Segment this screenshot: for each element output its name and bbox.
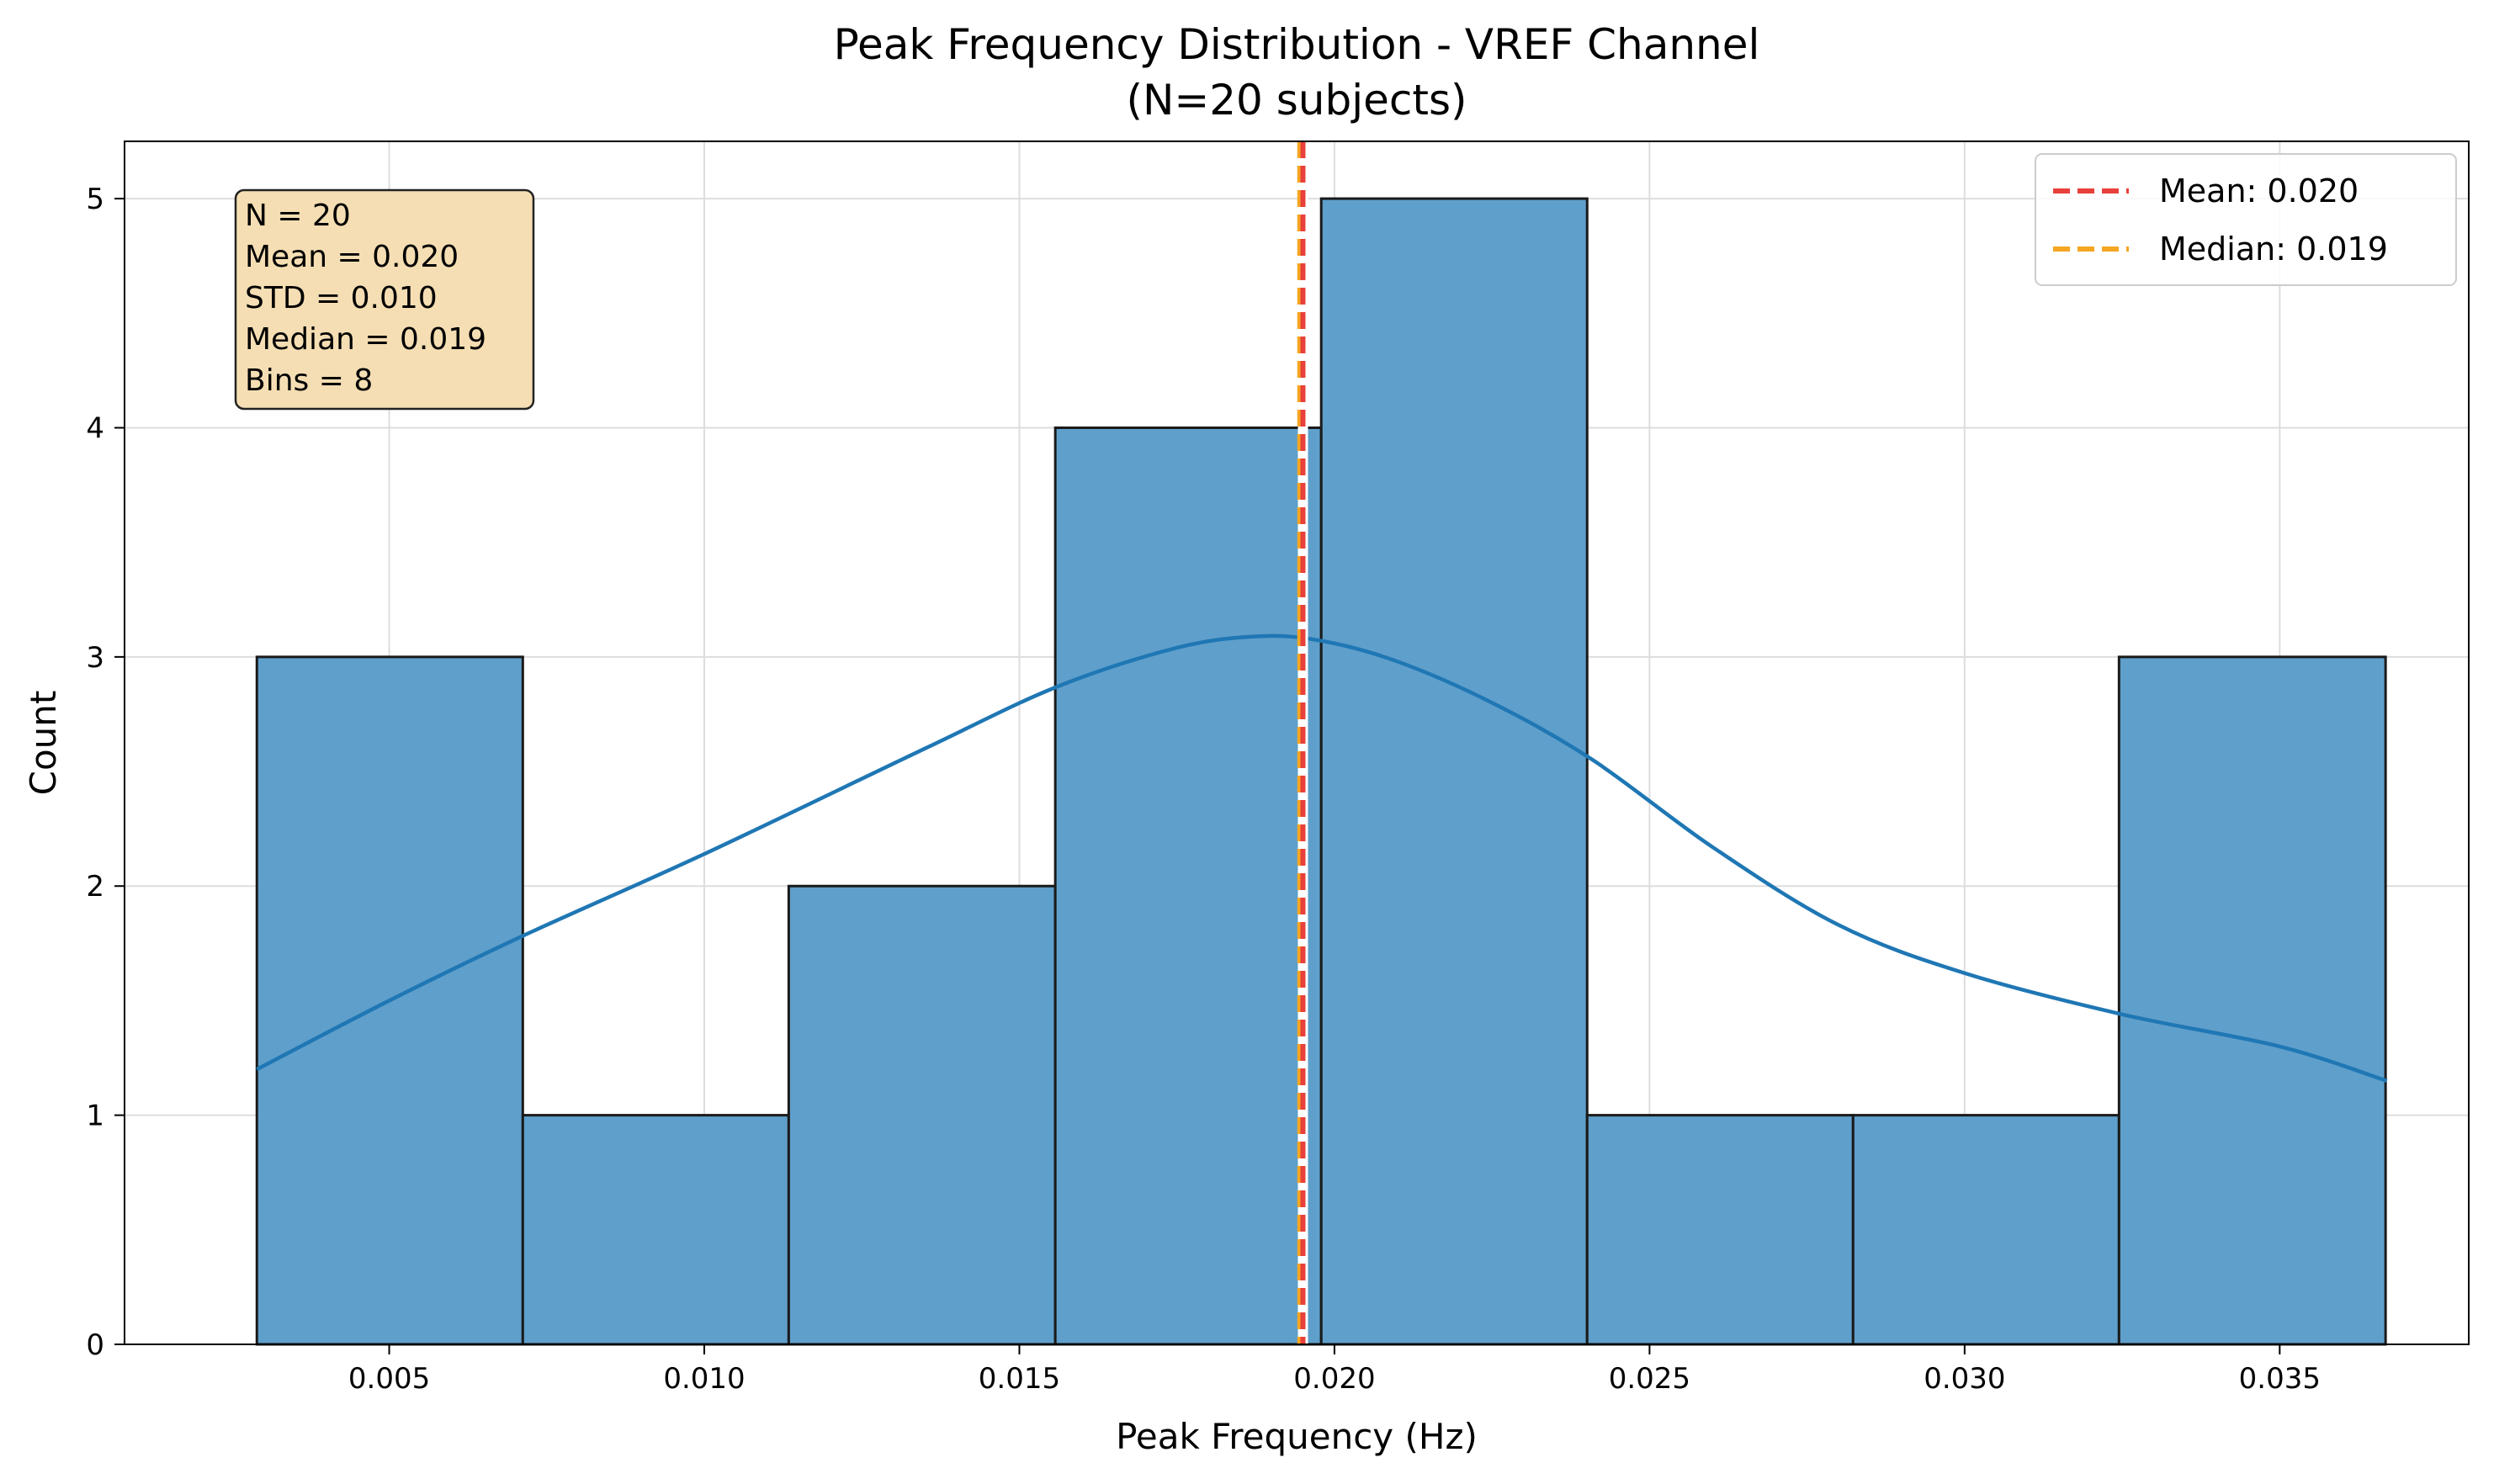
histogram-bar-5 <box>1585 1114 1855 1346</box>
legend: Mean: 0.020 Median: 0.019 <box>2035 153 2457 286</box>
x-tick-label-4: 0.025 <box>1609 1362 1690 1396</box>
stats-line-median: Median = 0.019 <box>245 322 486 357</box>
y-tick-label-5: 5 <box>86 183 104 216</box>
y-tick-label-4: 4 <box>86 411 104 445</box>
histogram-bar-6 <box>1851 1114 2120 1346</box>
legend-label-mean: Mean: 0.020 <box>2159 172 2359 209</box>
stats-line-bins: Bins = 8 <box>245 363 373 398</box>
kde-curve-layer <box>256 633 2388 1083</box>
y-tick-label-1: 1 <box>86 1100 104 1133</box>
stats-line-mean: Mean = 0.020 <box>245 240 459 274</box>
kde-curve <box>256 633 2388 1083</box>
histogram-bar-2 <box>787 884 1057 1346</box>
x-tick-label-1: 0.010 <box>663 1362 745 1396</box>
x-tick-label-5: 0.030 <box>1924 1362 2005 1396</box>
histogram-bar-7 <box>2117 655 2387 1346</box>
y-tick-label-0: 0 <box>86 1328 104 1362</box>
axis-ticks: 0.005 0.010 0.015 0.020 0.025 0.030 0.035 0 1 2 3 4… <box>86 183 2321 1396</box>
x-tick-label-6: 0.035 <box>2239 1362 2321 1396</box>
legend-frame <box>2035 153 2457 286</box>
chart-title: Peak Frequency Distribution - VREF Chann… <box>834 20 1760 69</box>
stats-line-n: N = 20 <box>245 199 351 233</box>
legend-label-median: Median: 0.019 <box>2159 231 2388 268</box>
y-tick-label-2: 2 <box>86 870 104 904</box>
histogram-bar-1 <box>521 1114 790 1346</box>
x-tick-label-3: 0.020 <box>1293 1362 1375 1396</box>
y-tick-label-3: 3 <box>86 641 104 675</box>
x-tick-label-0: 0.005 <box>348 1362 430 1396</box>
x-axis-label: Peak Frequency (Hz) <box>1116 1416 1478 1457</box>
plot-frame <box>124 140 2470 1345</box>
stats-box-background <box>234 188 535 411</box>
stats-line-std: STD = 0.010 <box>245 281 438 315</box>
y-axis-label: Count <box>23 691 64 796</box>
stats-box: N = 20 Mean = 0.020 STD = 0.010 Median =… <box>234 188 535 411</box>
histogram-bar-3 <box>1053 426 1323 1346</box>
chart-subtitle: (N=20 subjects) <box>1126 76 1467 125</box>
histogram-bar-4 <box>1319 197 1589 1346</box>
x-tick-label-2: 0.015 <box>979 1362 1060 1396</box>
reference-lines <box>1297 141 1308 1344</box>
